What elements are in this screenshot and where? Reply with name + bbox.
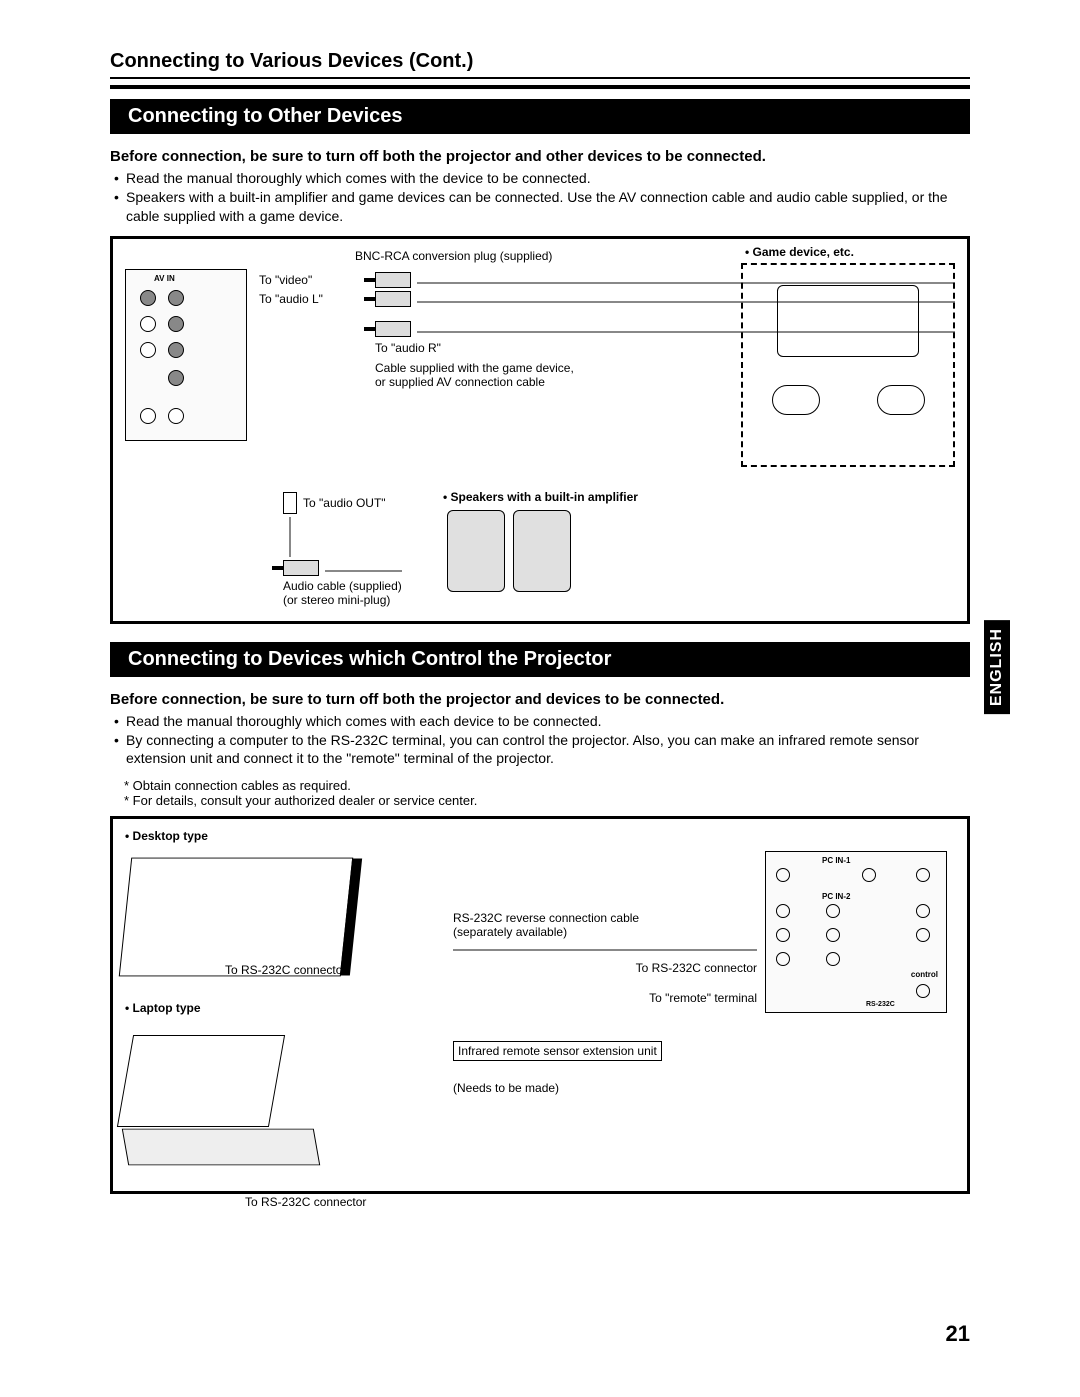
section1-bullet-2: Speakers with a built-in amplifier and g… — [114, 188, 970, 226]
section2-intro: Before connection, be sure to turn off b… — [110, 691, 970, 708]
section1-intro: Before connection, be sure to turn off b… — [110, 148, 970, 165]
control-label: control — [911, 970, 938, 979]
game-label: • Game device, etc. — [745, 245, 955, 259]
audio-cable-2: (or stereo mini-plug) — [283, 593, 402, 607]
section2-title: Connecting to Devices which Control the … — [110, 642, 970, 677]
to-remote: To "remote" terminal — [453, 991, 757, 1005]
laptop-label: • Laptop type — [125, 1001, 445, 1015]
figure2: • Desktop type To RS-232C connector • La… — [110, 816, 970, 1194]
av-panel — [125, 269, 247, 441]
ir-unit-box: Infrared remote sensor extension unit — [453, 1041, 662, 1061]
divider — [110, 85, 970, 89]
desktop-label: • Desktop type — [125, 829, 955, 843]
cable-note: Cable supplied with the game device, or … — [375, 361, 585, 389]
section2-sub-2: * For details, consult your authorized d… — [110, 793, 970, 808]
pcin2-label: PC IN-2 — [822, 892, 850, 901]
section2-bullet-2: By connecting a computer to the RS-232C … — [114, 731, 970, 769]
to-audio-l: To "audio L" — [259, 292, 369, 306]
section2-bullets: Read the manual thoroughly which comes w… — [110, 712, 970, 769]
rs232c-cable-note: RS-232C reverse connection cable (separa… — [453, 911, 643, 939]
to-rs232c-2: To RS-232C connector — [453, 961, 757, 975]
figure1: BNC-RCA conversion plug (supplied) To "v… — [110, 236, 970, 624]
to-rs232c-3: To RS-232C connector — [245, 1195, 445, 1209]
to-audio-out: To "audio OUT" — [303, 496, 386, 510]
section2-sub-1: * Obtain connection cables as required. — [110, 778, 970, 793]
language-tab: ENGLISH — [984, 620, 1010, 714]
projector-panel: PC IN-1 PC IN-2 control RS-232C — [765, 851, 947, 1013]
section2-bullet-1: Read the manual thoroughly which comes w… — [114, 712, 970, 731]
game-device-box — [741, 263, 955, 467]
page-header: Connecting to Various Devices (Cont.) — [110, 50, 970, 79]
needs-note: (Needs to be made) — [453, 1081, 757, 1095]
laptop-icon — [125, 1035, 345, 1195]
audio-cable-1: Audio cable (supplied) — [283, 579, 402, 593]
section1-bullets: Read the manual thoroughly which comes w… — [110, 169, 970, 226]
desktop-pc-icon — [119, 858, 353, 977]
speaker-label: • Speakers with a built-in amplifier — [443, 490, 638, 504]
pcin1-label: PC IN-1 — [822, 856, 850, 865]
section1-bullet-1: Read the manual thoroughly which comes w… — [114, 169, 970, 188]
to-video: To "video" — [259, 273, 369, 287]
section1-title: Connecting to Other Devices — [110, 99, 970, 134]
page-number: 21 — [946, 1321, 970, 1347]
rs232c-port-label: RS-232C — [866, 1001, 895, 1008]
